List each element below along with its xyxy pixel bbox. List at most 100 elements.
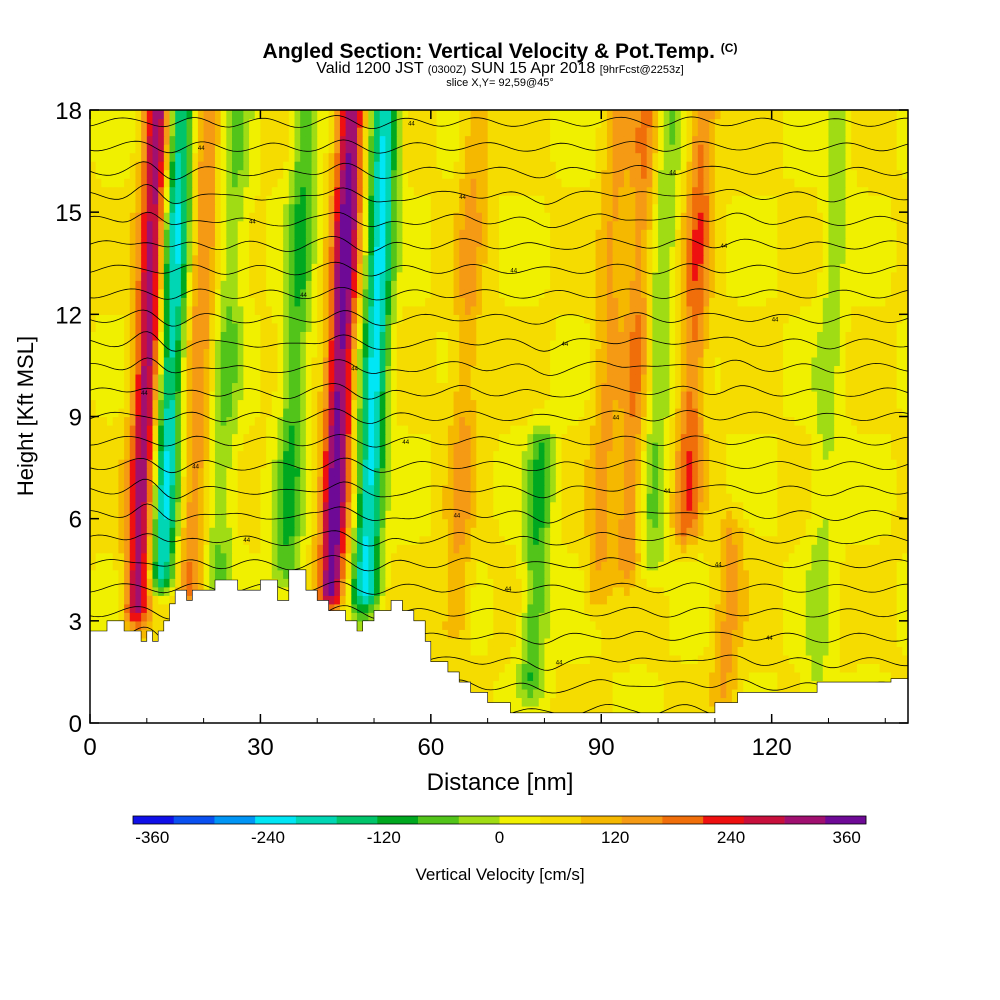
velocity-cell	[107, 535, 114, 545]
velocity-cell	[476, 493, 483, 503]
velocity-cell	[356, 467, 364, 477]
velocity-cell	[186, 544, 193, 554]
velocity-cell	[839, 637, 847, 647]
velocity-cell	[425, 603, 432, 613]
velocity-cell	[862, 527, 869, 537]
velocity-cell	[379, 527, 386, 537]
velocity-cell	[504, 527, 511, 537]
velocity-cell	[334, 493, 341, 503]
velocity-cell	[527, 620, 534, 630]
velocity-cell	[442, 561, 449, 571]
velocity-cell	[845, 467, 852, 477]
velocity-cell	[470, 578, 477, 588]
velocity-cell	[697, 680, 705, 690]
velocity-cell	[686, 705, 693, 716]
velocity-cell	[635, 484, 642, 494]
velocity-cell	[277, 476, 284, 486]
velocity-cell	[879, 569, 886, 579]
velocity-cell	[805, 535, 813, 545]
velocity-cell	[209, 527, 216, 537]
velocity-cell	[493, 552, 500, 562]
velocity-cell	[402, 425, 409, 435]
velocity-cell	[152, 518, 159, 528]
velocity-cell	[339, 484, 347, 494]
velocity-cell	[885, 595, 892, 605]
velocity-cell	[834, 476, 841, 486]
velocity-cell	[737, 663, 744, 673]
velocity-cell	[561, 620, 568, 630]
velocity-cell	[822, 646, 830, 656]
velocity-cell	[572, 527, 580, 537]
velocity-cell	[629, 620, 636, 630]
velocity-cell	[186, 501, 193, 511]
velocity-cell	[311, 527, 318, 537]
velocity-cell	[260, 476, 267, 486]
velocity-cell	[783, 450, 790, 460]
velocity-cell	[709, 527, 716, 537]
velocity-cell	[703, 552, 710, 562]
velocity-cell	[623, 484, 631, 494]
velocity-cell	[186, 476, 193, 486]
velocity-cell	[107, 450, 114, 460]
velocity-cell	[237, 459, 244, 469]
velocity-cell	[90, 493, 97, 503]
velocity-cell	[703, 569, 710, 579]
velocity-cell	[277, 595, 284, 605]
velocity-cell	[777, 433, 784, 443]
velocity-cell	[464, 484, 472, 494]
velocity-cell	[618, 697, 625, 707]
velocity-cell	[499, 603, 506, 613]
velocity-cell	[828, 442, 835, 452]
velocity-cell	[481, 467, 489, 477]
velocity-cell	[362, 586, 369, 596]
velocity-cell	[379, 569, 386, 579]
velocity-cell	[516, 629, 523, 639]
velocity-cell	[493, 612, 500, 622]
velocity-cell	[254, 544, 262, 554]
velocity-cell	[828, 544, 835, 554]
velocity-cell	[692, 510, 699, 520]
velocity-cell	[595, 535, 602, 545]
velocity-cell	[419, 518, 426, 528]
velocity-cell	[737, 459, 744, 469]
velocity-cell	[550, 578, 557, 588]
velocity-cell	[555, 612, 563, 622]
velocity-cell	[368, 467, 375, 477]
velocity-cell	[487, 595, 494, 605]
velocity-cell	[890, 586, 898, 596]
velocity-cell	[635, 646, 642, 656]
velocity-cell	[220, 544, 227, 554]
velocity-cell	[578, 476, 585, 486]
velocity-cell	[663, 493, 671, 503]
velocity-cell	[391, 476, 398, 486]
velocity-cell	[788, 544, 795, 554]
velocity-cell	[561, 603, 568, 613]
velocity-cell	[601, 620, 608, 630]
velocity-cell	[379, 510, 386, 520]
velocity-cell	[703, 629, 710, 639]
velocity-cell	[294, 450, 301, 460]
velocity-cell	[760, 595, 767, 605]
velocity-cell	[243, 493, 250, 503]
velocity-cell	[811, 569, 818, 579]
velocity-cell	[703, 646, 710, 656]
velocity-cell	[697, 561, 705, 571]
velocity-cell	[811, 433, 818, 443]
velocity-cell	[402, 467, 409, 477]
velocity-cell	[107, 476, 114, 486]
velocity-cell	[868, 510, 875, 520]
velocity-cell	[731, 612, 739, 622]
velocity-cell	[669, 688, 676, 699]
velocity-cell	[845, 569, 852, 579]
velocity-cell	[249, 425, 256, 435]
velocity-cell	[595, 476, 602, 486]
velocity-cell	[322, 459, 330, 469]
velocity-cell	[709, 569, 716, 579]
velocity-cell	[584, 671, 591, 682]
velocity-cell	[408, 535, 415, 545]
velocity-cell	[703, 544, 710, 554]
velocity-cell	[567, 527, 574, 537]
velocity-cell	[95, 467, 102, 477]
velocity-cell	[839, 433, 847, 443]
velocity-cell	[572, 476, 580, 486]
